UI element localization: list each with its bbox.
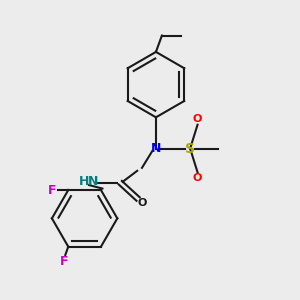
Text: F: F — [48, 184, 56, 196]
Text: N: N — [151, 142, 161, 155]
Text: N: N — [88, 175, 98, 188]
Text: O: O — [138, 198, 147, 208]
Text: H: H — [79, 175, 89, 188]
Text: O: O — [193, 173, 202, 183]
Text: O: O — [193, 114, 202, 124]
Text: S: S — [185, 142, 195, 155]
Text: F: F — [60, 255, 68, 268]
